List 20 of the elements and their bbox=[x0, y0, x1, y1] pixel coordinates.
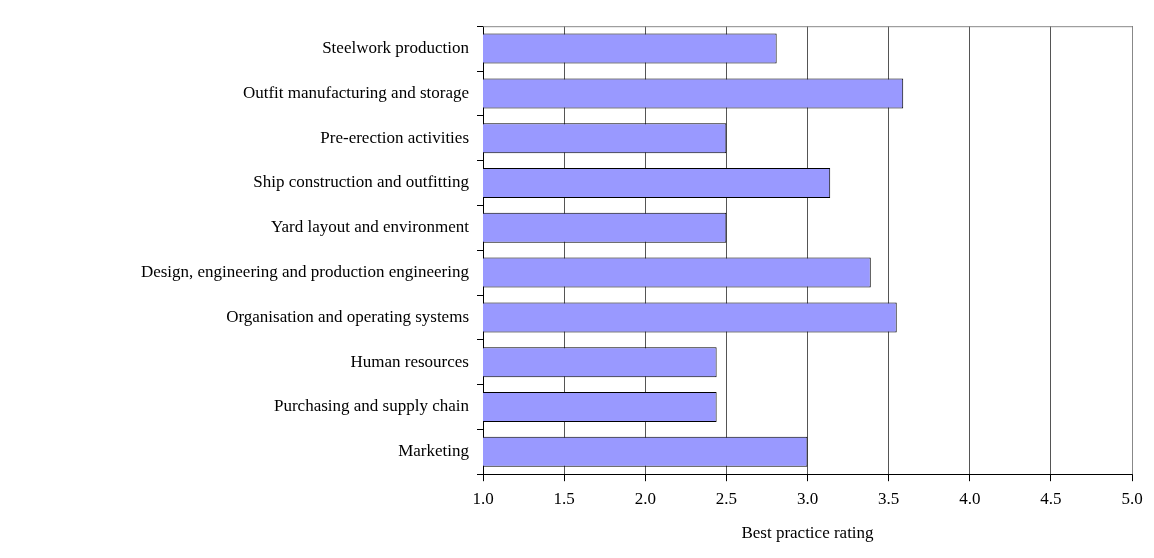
x-tick-label: 4.0 bbox=[959, 488, 981, 508]
x-tick-label: 4.5 bbox=[1040, 488, 1062, 508]
y-tick-label: Outfit manufacturing and storage bbox=[242, 82, 469, 102]
x-tick-label: 1.0 bbox=[472, 488, 494, 508]
y-tick-label: Purchasing and supply chain bbox=[274, 396, 470, 416]
y-tick-label: Organisation and operating systems bbox=[226, 306, 469, 326]
x-tick-label: 2.0 bbox=[634, 488, 656, 508]
x-tick-label: 3.0 bbox=[796, 488, 819, 508]
x-axis-title: Best practice rating bbox=[741, 523, 875, 543]
x-tick-label: 5.0 bbox=[1121, 488, 1143, 508]
y-tick-label: Pre-erection activities bbox=[320, 127, 469, 147]
x-tick-label: 1.5 bbox=[553, 488, 575, 508]
y-tick-label: Human resources bbox=[350, 351, 469, 371]
y-tick-label: Marketing bbox=[398, 441, 470, 461]
y-tick-label: Steelwork production bbox=[322, 38, 470, 58]
x-tick-label: 3.5 bbox=[878, 488, 900, 508]
y-tick-label: Ship construction and outfitting bbox=[253, 172, 470, 192]
y-tick-label: Yard layout and environment bbox=[271, 217, 470, 237]
y-tick-label: Design, engineering and production engineering bbox=[140, 262, 470, 282]
x-tick-label: 2.5 bbox=[715, 488, 737, 508]
